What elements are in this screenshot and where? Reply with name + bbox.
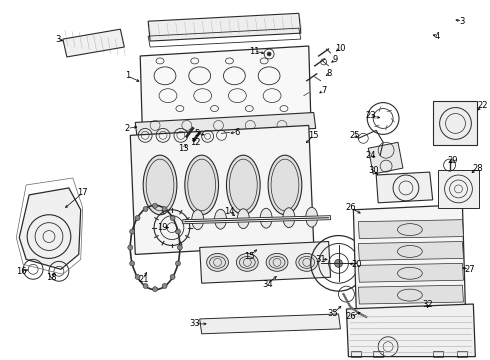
Polygon shape [358, 285, 464, 304]
Polygon shape [376, 172, 433, 203]
Circle shape [162, 207, 167, 211]
Text: 12: 12 [191, 138, 201, 147]
Polygon shape [19, 188, 81, 269]
Circle shape [128, 245, 133, 250]
Text: 21: 21 [138, 275, 148, 284]
Text: 11: 11 [249, 46, 260, 55]
Polygon shape [368, 142, 403, 174]
Text: 35: 35 [327, 310, 338, 319]
Text: 4: 4 [435, 32, 441, 41]
Polygon shape [358, 264, 464, 282]
Circle shape [143, 283, 148, 288]
Text: 23: 23 [365, 111, 375, 120]
Text: 24: 24 [365, 151, 375, 160]
Text: 15: 15 [309, 131, 319, 140]
Text: 30: 30 [368, 166, 378, 175]
Ellipse shape [215, 209, 226, 229]
Text: 13: 13 [178, 144, 189, 153]
Text: 22: 22 [477, 101, 488, 110]
Circle shape [177, 245, 182, 250]
Ellipse shape [192, 210, 204, 230]
Ellipse shape [268, 155, 302, 215]
Ellipse shape [236, 253, 258, 271]
Text: 5: 5 [194, 129, 199, 138]
Text: 7: 7 [321, 86, 326, 95]
Text: 26: 26 [345, 203, 356, 212]
Text: 9: 9 [333, 55, 338, 64]
Text: 8: 8 [326, 69, 331, 78]
Bar [458, 351, 467, 357]
Bar [373, 351, 383, 357]
Text: 2: 2 [124, 124, 130, 133]
Text: 27: 27 [464, 265, 475, 274]
Circle shape [170, 216, 175, 220]
Ellipse shape [260, 208, 272, 228]
Bar [438, 170, 479, 208]
Text: 1: 1 [124, 71, 130, 80]
Circle shape [335, 260, 343, 267]
Polygon shape [63, 29, 124, 57]
Circle shape [175, 229, 180, 234]
Circle shape [267, 52, 271, 56]
Text: 17: 17 [77, 188, 88, 197]
Text: 28: 28 [472, 163, 483, 172]
Text: 3: 3 [460, 17, 465, 26]
Polygon shape [148, 13, 301, 41]
Polygon shape [200, 242, 331, 283]
Circle shape [130, 229, 135, 234]
Text: 10: 10 [335, 44, 346, 53]
Ellipse shape [266, 253, 288, 271]
Text: 25: 25 [349, 131, 360, 140]
Text: 3: 3 [55, 35, 61, 44]
Circle shape [162, 283, 167, 288]
Circle shape [152, 203, 158, 208]
Ellipse shape [185, 155, 219, 215]
Polygon shape [358, 242, 464, 260]
Circle shape [175, 261, 180, 266]
Circle shape [152, 287, 158, 292]
Circle shape [170, 274, 175, 279]
Polygon shape [130, 125, 314, 255]
Text: 29: 29 [447, 156, 458, 165]
Ellipse shape [226, 155, 260, 215]
Text: 18: 18 [46, 273, 56, 282]
Ellipse shape [306, 207, 318, 227]
Ellipse shape [237, 209, 249, 229]
Text: 20: 20 [351, 260, 362, 269]
Ellipse shape [283, 208, 295, 228]
Polygon shape [140, 46, 311, 125]
Polygon shape [200, 314, 341, 334]
Text: 6: 6 [235, 128, 240, 137]
Circle shape [143, 207, 148, 211]
Ellipse shape [207, 253, 228, 271]
Text: 16: 16 [16, 267, 26, 276]
Polygon shape [358, 220, 464, 239]
Polygon shape [135, 113, 316, 138]
Circle shape [130, 261, 135, 266]
Text: 32: 32 [422, 300, 433, 309]
Polygon shape [346, 304, 475, 357]
Text: 14: 14 [224, 207, 235, 216]
Text: 15: 15 [244, 252, 254, 261]
Text: 34: 34 [262, 280, 272, 289]
Text: 26: 26 [345, 312, 356, 321]
Polygon shape [353, 205, 465, 314]
Bar [433, 351, 442, 357]
Circle shape [135, 216, 140, 220]
Bar [351, 351, 361, 357]
Text: 19: 19 [157, 223, 167, 232]
Bar [433, 100, 477, 145]
Text: 33: 33 [189, 319, 200, 328]
Text: 31: 31 [316, 255, 326, 264]
Ellipse shape [143, 155, 177, 215]
Ellipse shape [296, 253, 318, 271]
Circle shape [135, 274, 140, 279]
